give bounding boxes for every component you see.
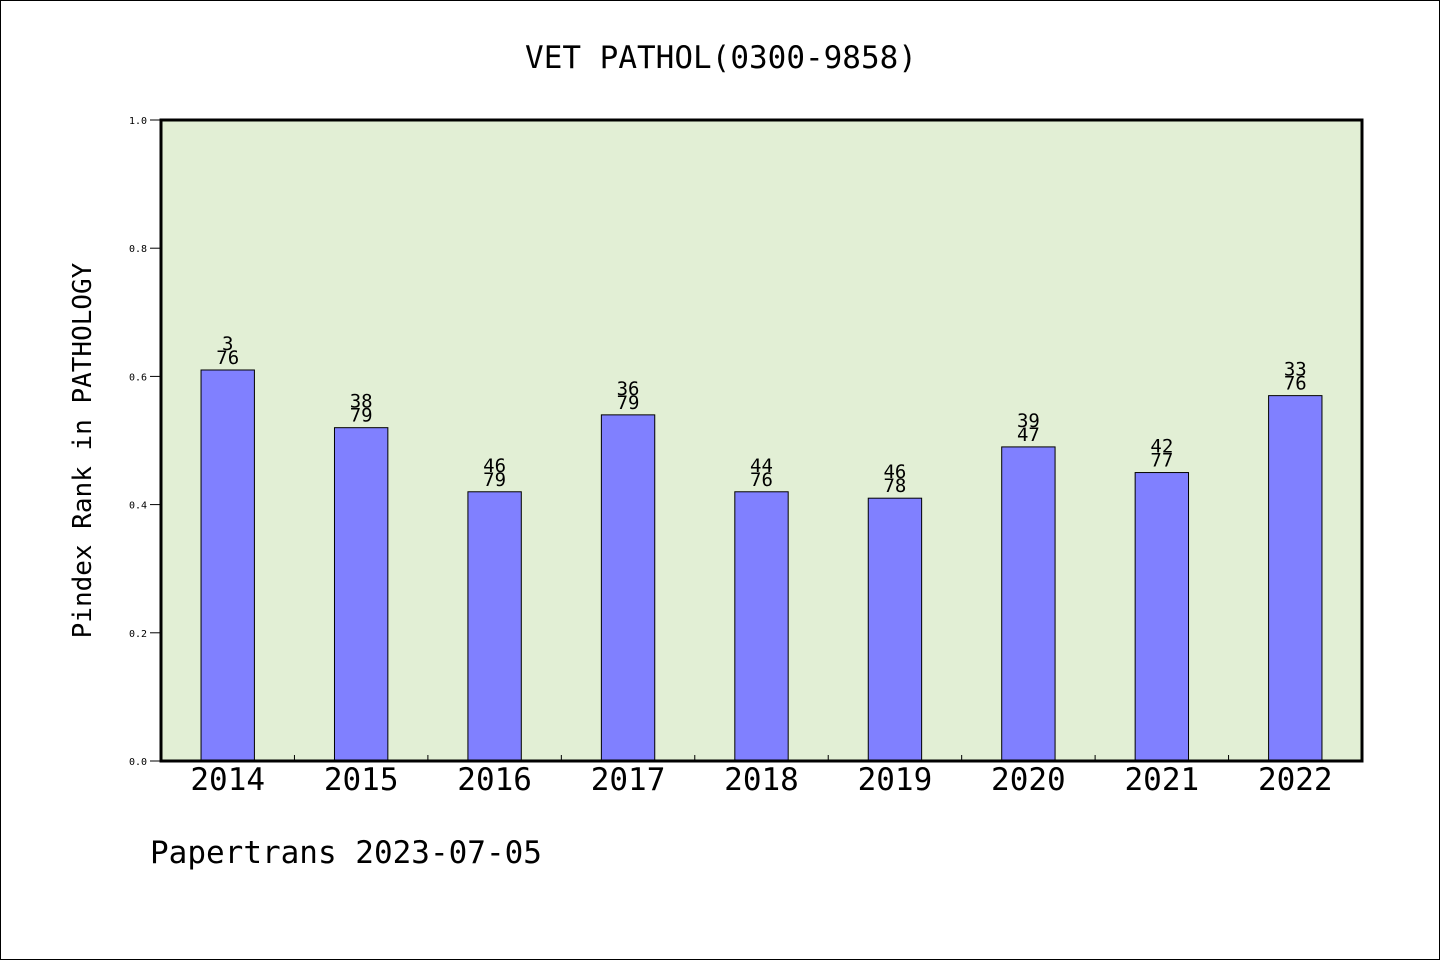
bar-label-rank: 33 xyxy=(1284,359,1307,381)
x-tick-label: 2019 xyxy=(858,762,933,798)
bar-label-rank: 44 xyxy=(750,455,773,477)
bar xyxy=(600,414,656,762)
y-tick-label: 0.8 xyxy=(129,244,147,255)
bar xyxy=(1134,472,1190,762)
bar xyxy=(867,497,923,762)
y-tick-label: 0.2 xyxy=(129,629,147,640)
bar xyxy=(734,491,789,762)
x-tick-label: 2017 xyxy=(591,762,666,798)
x-tick-label: 2016 xyxy=(457,762,532,798)
bar xyxy=(200,369,255,762)
bar-label-rank: 46 xyxy=(883,461,906,483)
bar xyxy=(1001,446,1056,762)
bar-label-total: 79 xyxy=(350,405,373,427)
bar-label-total: 76 xyxy=(750,469,773,491)
bar-label-rank: 3 xyxy=(222,333,233,355)
bar xyxy=(1268,395,1323,762)
footer-credit: Papertrans 2023-07-05 xyxy=(150,835,542,871)
x-tick-label: 2022 xyxy=(1258,762,1333,798)
bar-label-rank: 38 xyxy=(350,391,373,413)
y-tick-label: 0.0 xyxy=(129,757,147,768)
bar xyxy=(333,427,389,762)
x-tick-label: 2020 xyxy=(991,762,1066,798)
bar-label-rank: 39 xyxy=(1017,410,1040,432)
bar-label-rank: 36 xyxy=(617,378,640,400)
bar-label-total: 47 xyxy=(1017,424,1040,446)
bar-label-total: 78 xyxy=(883,475,906,497)
bar-label-total: 76 xyxy=(216,347,239,369)
x-tick-label: 2014 xyxy=(190,762,265,798)
bar xyxy=(467,491,522,762)
bar-label-total: 77 xyxy=(1150,450,1173,472)
x-tick-label: 2015 xyxy=(324,762,399,798)
bar-label-total: 79 xyxy=(617,392,640,414)
y-tick-label: 0.4 xyxy=(129,501,147,512)
bar-label-rank: 42 xyxy=(1150,436,1173,458)
bar-label-total: 76 xyxy=(1284,373,1307,395)
chart-title: VET PATHOL(0300-9858) xyxy=(525,40,917,76)
bar-label-rank: 46 xyxy=(483,455,506,477)
plot-frame xyxy=(159,118,1364,763)
bar-label-total: 79 xyxy=(483,469,506,491)
x-tick-label: 2018 xyxy=(724,762,799,798)
y-axis-label: Pindex Rank in PATHOLOGY xyxy=(68,262,98,638)
x-tick-label: 2021 xyxy=(1125,762,1200,798)
y-tick-label: 0.6 xyxy=(129,372,147,383)
y-tick-label: 1.0 xyxy=(129,116,147,127)
